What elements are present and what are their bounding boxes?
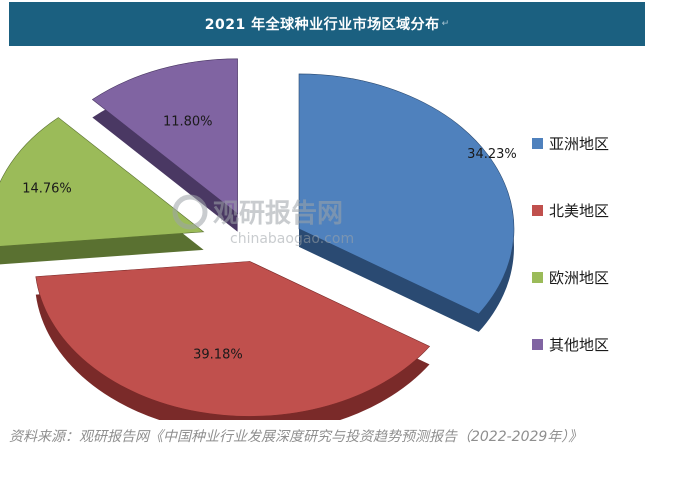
slice-label: 39.18% xyxy=(193,348,243,363)
chart-title-bar: 2021 年全球种业行业市场区域分布 ↵ xyxy=(9,2,645,46)
chart-title: 2021 年全球种业行业市场区域分布 xyxy=(204,17,440,33)
pie-chart: 观研报告网 chinabaogao.com 34.23% 39.18% 14.76%… xyxy=(0,58,609,420)
watermark: 观研报告网 chinabaogao.com xyxy=(172,194,354,247)
watermark-cn: 观研报告网 xyxy=(213,198,343,229)
legend-label: 其他地区 xyxy=(549,336,609,354)
legend-swatch xyxy=(532,138,543,149)
slice-label: 11.80% xyxy=(163,114,213,129)
pie-slice-北美地区 xyxy=(35,261,431,417)
legend-swatch xyxy=(532,272,543,283)
pie-slice-其他地区 xyxy=(91,58,238,215)
slice-label: 34.23% xyxy=(467,147,517,162)
watermark-en: chinabaogao.com xyxy=(230,231,354,247)
return-mark-icon: ↵ xyxy=(441,19,450,29)
pie-slice-欧洲地区 xyxy=(0,117,205,247)
legend-label: 欧洲地区 xyxy=(549,269,609,287)
source-note: 资料来源：观研报告网《中国种业行业发展深度研究与投资趋势预测报告（2022-20… xyxy=(9,429,583,445)
pie-slice-亚洲地区 xyxy=(298,73,515,315)
pie-tops-layer xyxy=(0,58,515,417)
legend-label: 亚洲地区 xyxy=(549,135,609,153)
legend-label: 北美地区 xyxy=(549,202,609,220)
watermark-logo-icon xyxy=(172,194,208,230)
legend-swatch xyxy=(532,205,543,216)
legend-swatch xyxy=(532,339,543,350)
slice-labels: 34.23% 39.18% 14.76% 11.80% xyxy=(22,114,517,362)
slice-label: 14.76% xyxy=(22,182,72,197)
